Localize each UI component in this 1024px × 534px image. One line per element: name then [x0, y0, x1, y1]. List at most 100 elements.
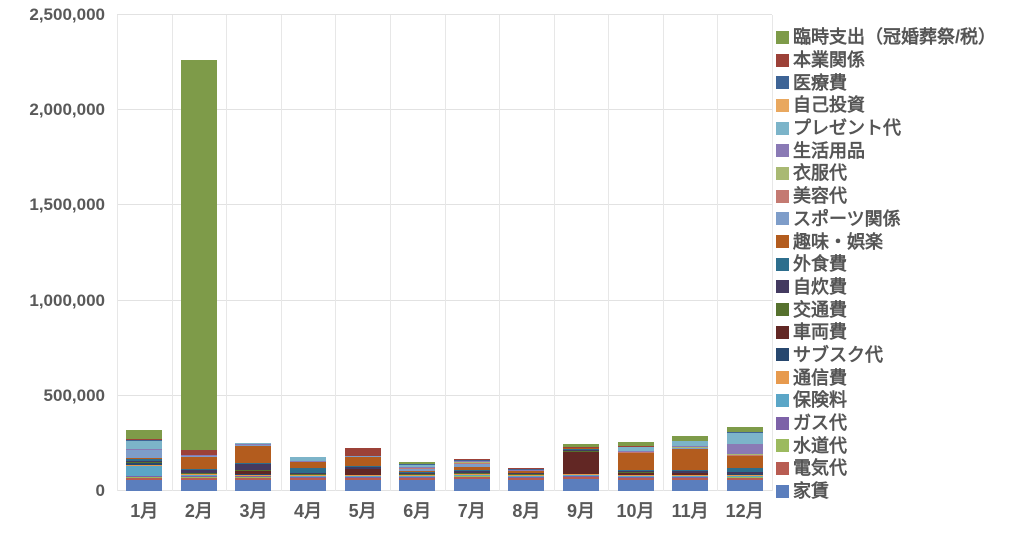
- legend-item-サブスク代[interactable]: サブスク代: [776, 344, 996, 367]
- legend-item-プレゼント代[interactable]: プレゼント代: [776, 117, 996, 140]
- bar-segment-車両費[interactable]: [235, 470, 272, 475]
- bar-segment-スポーツ関係[interactable]: [126, 450, 163, 458]
- bar-segment-サブスク代[interactable]: [672, 474, 709, 476]
- bar-segment-サブスク代[interactable]: [344, 474, 381, 476]
- bar-segment-生活用品[interactable]: [617, 451, 654, 452]
- bar-segment-保険料[interactable]: [672, 476, 709, 477]
- legend-item-ガス代[interactable]: ガス代: [776, 412, 996, 435]
- bar-segment-家賃[interactable]: [672, 479, 709, 491]
- bar-segment-衣服代[interactable]: [399, 467, 436, 469]
- bar-segment-ガス代[interactable]: [617, 476, 654, 478]
- bar-segment-水道代[interactable]: [399, 477, 436, 479]
- bar-segment-医療費[interactable]: [726, 432, 763, 433]
- bar-segment-ガス代[interactable]: [344, 476, 381, 478]
- bar-segment-電気代[interactable]: [508, 478, 545, 480]
- bar-segment-交通費[interactable]: [126, 462, 163, 463]
- bar-segment-保険料[interactable]: [290, 476, 327, 477]
- legend-item-医療費[interactable]: 医療費: [776, 71, 996, 94]
- bar-segment-趣味・娯楽[interactable]: [562, 448, 599, 450]
- bar-segment-医療費[interactable]: [126, 440, 163, 442]
- legend-item-趣味・娯楽[interactable]: 趣味・娯楽: [776, 230, 996, 253]
- bar-segment-外食費[interactable]: [290, 468, 327, 474]
- bar-segment-電気代[interactable]: [290, 478, 327, 480]
- bar-segment-水道代[interactable]: [726, 477, 763, 479]
- bar-segment-家賃[interactable]: [180, 479, 217, 491]
- legend-item-本業関係[interactable]: 本業関係: [776, 49, 996, 72]
- bar-segment-外食費[interactable]: [672, 470, 709, 472]
- stacked-bar-2月[interactable]: [180, 59, 217, 491]
- bar-segment-生活用品[interactable]: [672, 445, 709, 447]
- bar-segment-水道代[interactable]: [453, 476, 490, 478]
- bar-segment-自炊費[interactable]: [453, 471, 490, 473]
- bar-segment-交通費[interactable]: [180, 473, 217, 474]
- bar-segment-電気代[interactable]: [726, 478, 763, 480]
- bar-segment-プレゼント代[interactable]: [617, 446, 654, 452]
- stacked-bar-5月[interactable]: [344, 448, 381, 491]
- stacked-bar-3月[interactable]: [235, 442, 272, 491]
- bar-segment-車両費[interactable]: [672, 473, 709, 475]
- bar-segment-ガス代[interactable]: [726, 476, 763, 478]
- bar-segment-通信費[interactable]: [344, 475, 381, 476]
- bar-segment-生活用品[interactable]: [126, 448, 163, 450]
- bar-segment-本業関係[interactable]: [508, 468, 545, 470]
- bar-segment-スポーツ関係[interactable]: [726, 455, 763, 457]
- bar-segment-プレゼント代[interactable]: [672, 441, 709, 446]
- legend-item-臨時支出（冠婚葬祭/税）[interactable]: 臨時支出（冠婚葬祭/税）: [776, 26, 996, 49]
- bar-segment-衣服代[interactable]: [126, 449, 163, 451]
- bar-segment-生活用品[interactable]: [453, 461, 490, 462]
- bar-segment-サブスク代[interactable]: [235, 474, 272, 475]
- bar-segment-保険料[interactable]: [399, 476, 436, 477]
- bar-segment-衣服代[interactable]: [235, 444, 272, 446]
- bar-segment-本業関係[interactable]: [562, 446, 599, 448]
- bar-segment-自炊費[interactable]: [180, 470, 217, 474]
- bar-segment-生活用品[interactable]: [180, 454, 217, 456]
- bar-segment-交通費[interactable]: [399, 474, 436, 475]
- bar-segment-臨時支出（冠婚葬祭/税）[interactable]: [126, 430, 163, 439]
- bar-segment-プレゼント代[interactable]: [235, 443, 272, 444]
- bar-segment-自炊費[interactable]: [508, 473, 545, 475]
- bar-segment-電気代[interactable]: [344, 478, 381, 480]
- bar-segment-家賃[interactable]: [617, 479, 654, 491]
- bar-segment-スポーツ関係[interactable]: [508, 470, 545, 472]
- bar-segment-医療費[interactable]: [399, 464, 436, 466]
- bar-segment-臨時支出（冠婚葬祭/税）[interactable]: [617, 442, 654, 446]
- legend-item-通信費[interactable]: 通信費: [776, 366, 996, 389]
- legend-item-衣服代[interactable]: 衣服代: [776, 162, 996, 185]
- bar-segment-交通費[interactable]: [508, 474, 545, 475]
- bar-segment-家賃[interactable]: [344, 479, 381, 491]
- bar-segment-電気代[interactable]: [453, 477, 490, 479]
- bar-segment-臨時支出（冠婚葬祭/税）[interactable]: [562, 443, 599, 447]
- bar-segment-家賃[interactable]: [453, 478, 490, 491]
- legend-item-保険料[interactable]: 保険料: [776, 389, 996, 412]
- bar-segment-趣味・娯楽[interactable]: [290, 462, 327, 469]
- bar-segment-衣服代[interactable]: [453, 461, 490, 463]
- bar-segment-交通費[interactable]: [617, 472, 654, 473]
- bar-segment-生活用品[interactable]: [235, 443, 272, 445]
- bar-segment-ガス代[interactable]: [290, 476, 327, 478]
- bar-segment-外食費[interactable]: [235, 463, 272, 465]
- bar-segment-趣味・娯楽[interactable]: [726, 456, 763, 468]
- stacked-bar-7月[interactable]: [453, 458, 490, 491]
- bar-segment-自炊費[interactable]: [399, 472, 436, 475]
- legend-item-スポーツ関係[interactable]: スポーツ関係: [776, 208, 996, 231]
- stacked-bar-12月[interactable]: [726, 427, 763, 491]
- bar-segment-家賃[interactable]: [508, 479, 545, 491]
- bar-segment-美容代[interactable]: [562, 447, 599, 449]
- bar-segment-車両費[interactable]: [344, 469, 381, 475]
- bar-segment-水道代[interactable]: [508, 477, 545, 479]
- bar-segment-交通費[interactable]: [726, 473, 763, 475]
- bar-segment-保険料[interactable]: [344, 476, 381, 477]
- bar-segment-医療費[interactable]: [672, 440, 709, 442]
- bar-segment-趣味・娯楽[interactable]: [672, 449, 709, 471]
- bar-segment-保険料[interactable]: [235, 475, 272, 477]
- bar-segment-本業関係[interactable]: [180, 450, 217, 455]
- bar-segment-通信費[interactable]: [726, 475, 763, 476]
- bar-segment-本業関係[interactable]: [617, 445, 654, 447]
- bar-segment-自炊費[interactable]: [344, 466, 381, 469]
- bar-segment-通信費[interactable]: [126, 464, 163, 466]
- bar-segment-ガス代[interactable]: [562, 475, 599, 477]
- bar-segment-スポーツ関係[interactable]: [672, 448, 709, 450]
- legend-item-交通費[interactable]: 交通費: [776, 298, 996, 321]
- bar-segment-水道代[interactable]: [290, 477, 327, 479]
- bar-segment-電気代[interactable]: [235, 478, 272, 480]
